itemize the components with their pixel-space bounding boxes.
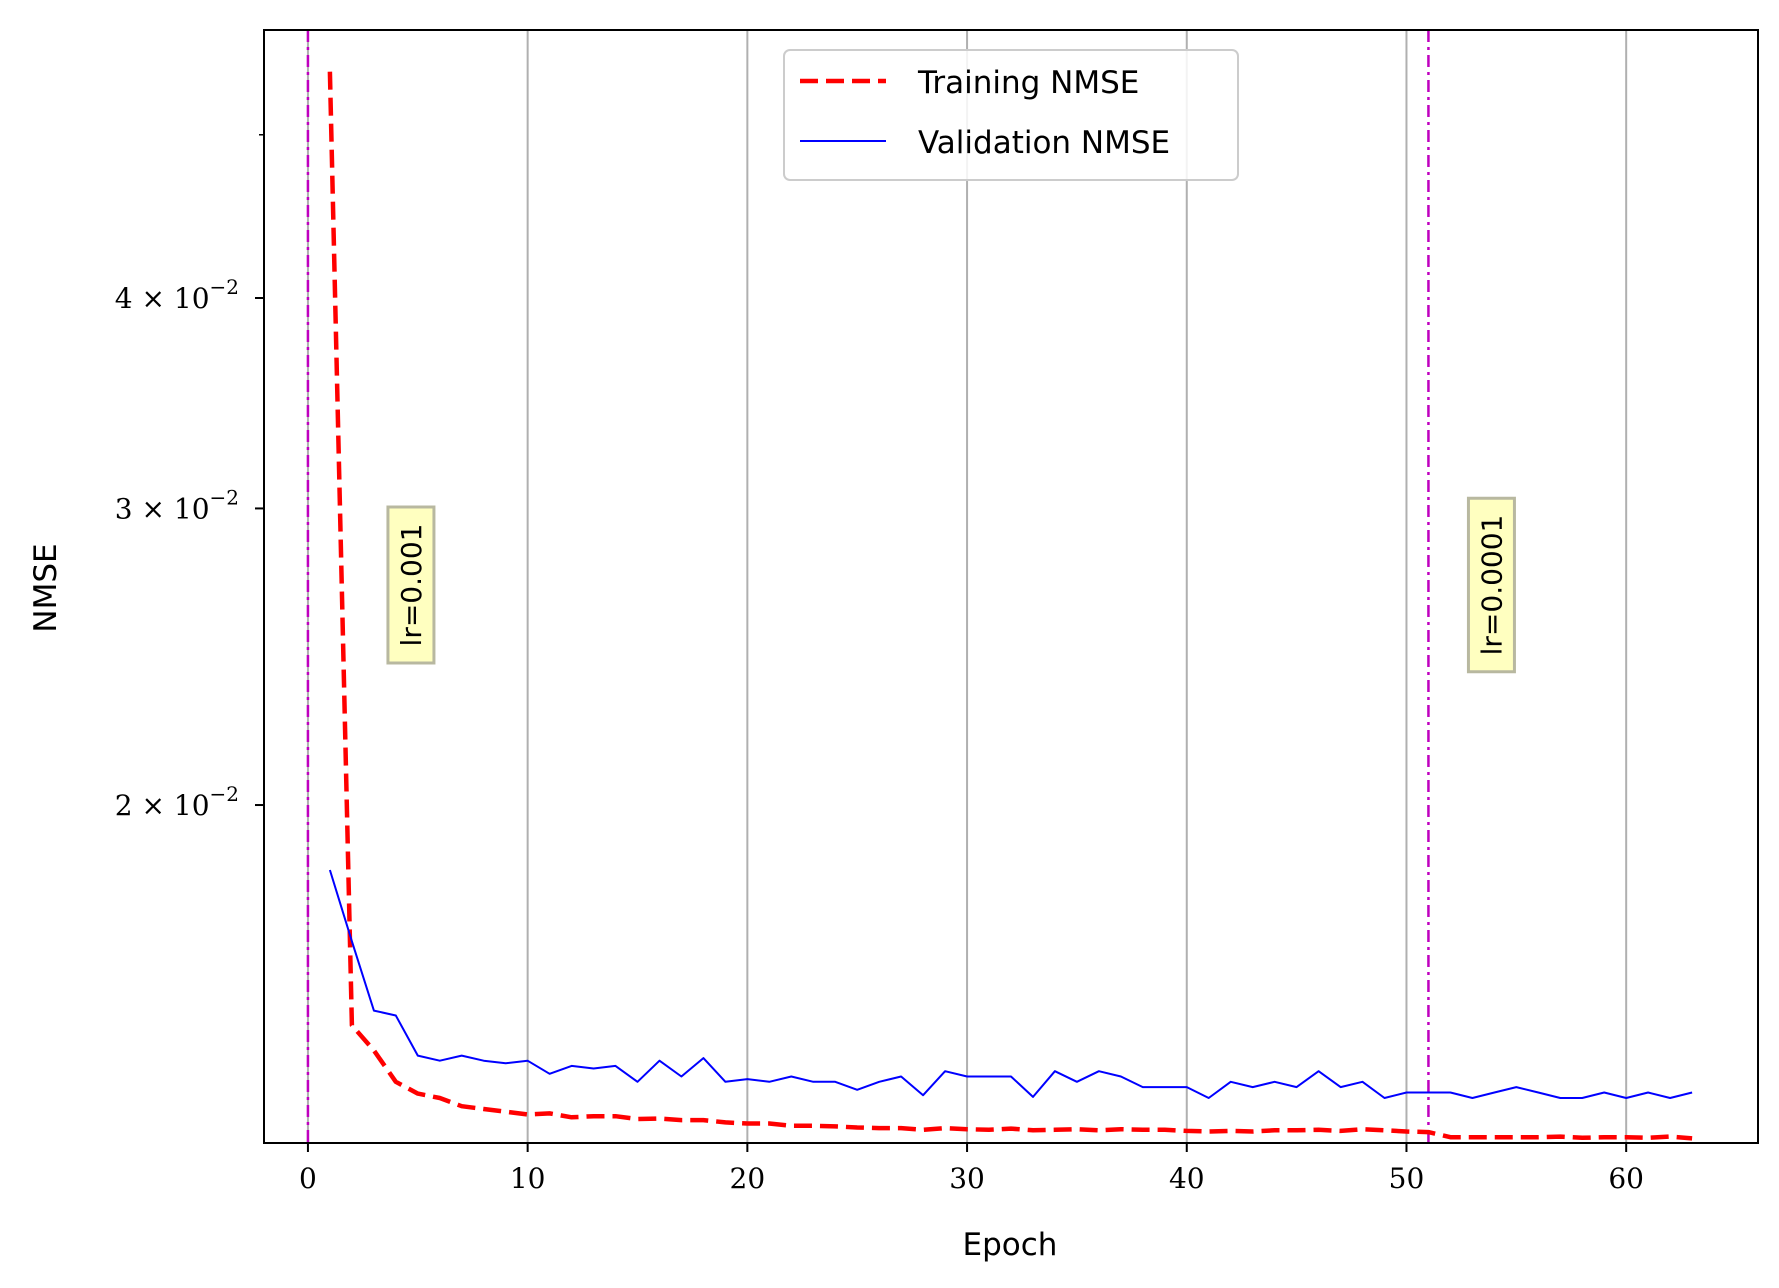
lr-annotation-box <box>1466 496 1516 674</box>
lr-annotations: lr=0.001 lr=0.0001 <box>386 496 1516 674</box>
y-tick-label: 3 × 10−2 <box>115 485 239 525</box>
y-axis-title: NMSE <box>28 543 64 632</box>
x-tick-label: 0 <box>299 1162 317 1195</box>
lr-annotation: lr=0.001 <box>386 505 436 665</box>
legend-label-training: Training NMSE <box>917 65 1139 101</box>
x-tick-label: 60 <box>1608 1162 1644 1195</box>
x-tick-label: 10 <box>510 1162 546 1195</box>
plot-frame <box>263 29 1759 1144</box>
lr-change-lines <box>306 30 1430 1143</box>
x-tick-label: 20 <box>730 1162 766 1195</box>
grid-lines <box>306 30 1628 1143</box>
x-tick-label: 50 <box>1389 1162 1425 1195</box>
legend-box <box>783 49 1239 181</box>
x-axis-title: Epoch <box>963 1227 1058 1263</box>
validation-nmse-line <box>328 869 1693 1099</box>
x-tick-label: 30 <box>949 1162 985 1195</box>
legend-label-validation: Validation NMSE <box>918 125 1170 161</box>
series-lines <box>327 71 1693 1141</box>
x-tick-label: 40 <box>1169 1162 1205 1195</box>
lr-annotation-label: lr=0.0001 <box>1475 515 1508 656</box>
lr-annotation: lr=0.0001 <box>1466 496 1516 674</box>
y-axis: 2 × 10−2 3 × 10−2 4 × 10−2 <box>115 134 264 822</box>
lr-annotation-box <box>386 505 436 665</box>
x-axis: 0 10 20 30 40 50 60 <box>299 1143 1644 1195</box>
legend: Training NMSE Validation NMSE <box>783 49 1239 181</box>
y-tick-label: 2 × 10−2 <box>115 782 239 822</box>
lr-annotation-label: lr=0.001 <box>395 524 428 647</box>
y-tick-label: 4 × 10−2 <box>115 275 239 315</box>
training-nmse-line <box>327 71 1693 1141</box>
plot-background <box>264 30 1758 1143</box>
